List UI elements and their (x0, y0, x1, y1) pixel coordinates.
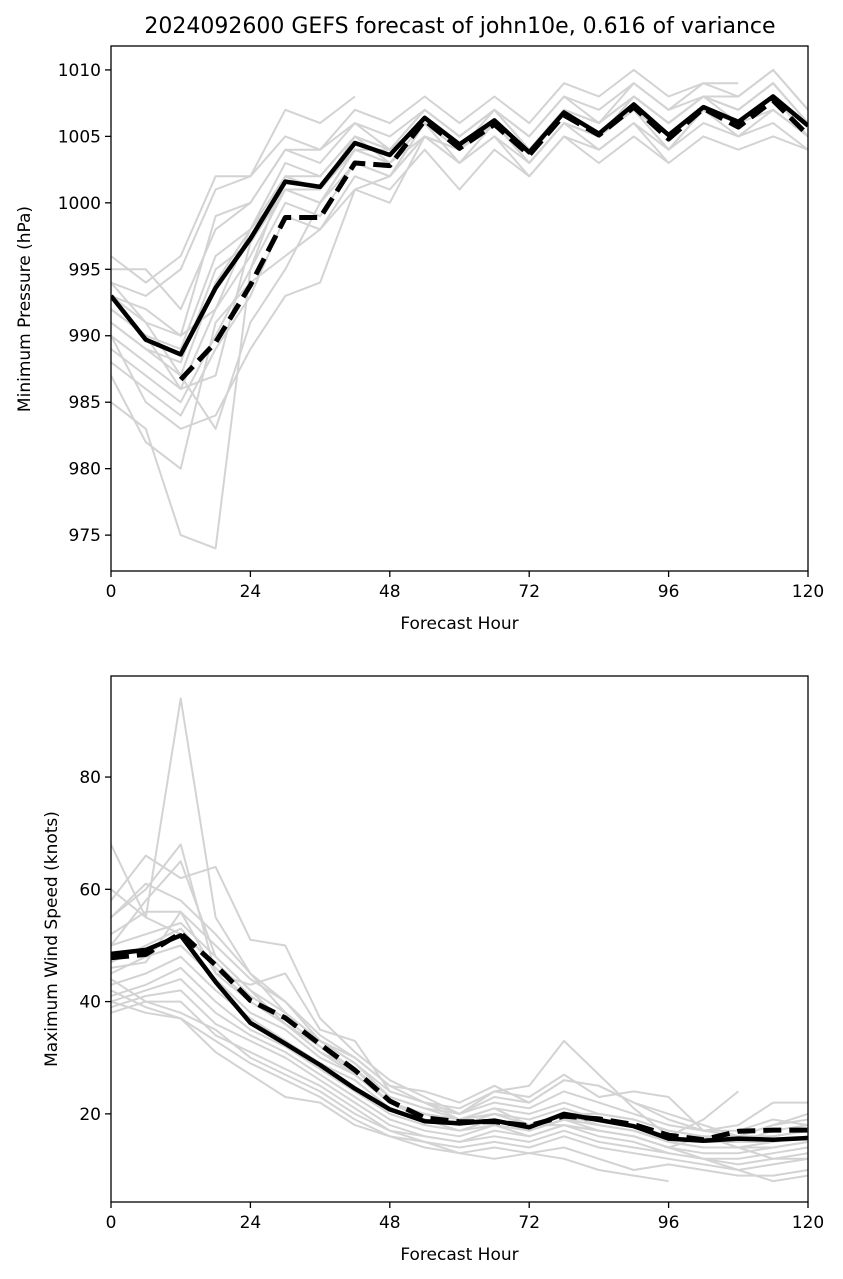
wind-x-tick-label: 96 (658, 1213, 680, 1233)
wind-ensemble-line-16 (111, 1000, 669, 1183)
wind-x-tick-label: 48 (379, 1213, 401, 1233)
pressure-y-tick-label: 990 (69, 327, 101, 347)
pressure-axes-frame (110, 45, 809, 572)
wind-ensemble-line-13 (111, 1000, 808, 1166)
pressure-y-axis-label: Minimum Pressure (hPa) (15, 206, 35, 412)
pressure-dashed-main-line (178, 98, 808, 382)
pressure-y-tick-label: 1005 (58, 127, 101, 147)
wind-ensemble-line-11 (111, 978, 808, 1155)
pressure-ensemble-line-3 (111, 68, 739, 311)
wind-x-tick-label: 120 (792, 1213, 824, 1233)
pressure-x-tick-label: 24 (240, 582, 262, 602)
wind-x-tick-label: 0 (106, 1213, 117, 1233)
pressure-x-tick-label: 48 (379, 582, 401, 602)
wind-axes-frame (110, 675, 809, 1203)
pressure-y-tick-label: 980 (69, 460, 101, 480)
wind-x-tick-label: 72 (518, 1213, 540, 1233)
pressure-ensemble-line-16 (111, 68, 808, 337)
pressure-y-tick-label: 1000 (58, 194, 101, 214)
wind-y-tick-label: 40 (79, 993, 101, 1013)
wind-panel: 0 24 48 72 96 120 20 40 60 80 Forecast Hour Maximum… (42, 675, 824, 1265)
wind-x-axis-label: Forecast Hour (400, 1245, 518, 1265)
wind-ensemble-line-17 (111, 910, 808, 1183)
pressure-x-axis-label: Forecast Hour (400, 614, 518, 634)
wind-ensemble-line-14 (111, 978, 808, 1171)
pressure-x-tick-label: 72 (518, 582, 540, 602)
pressure-y-tick-label: 995 (69, 260, 101, 280)
wind-dashed-main-line (111, 930, 808, 1143)
wind-y-axis-label: Maximum Wind Speed (knots) (42, 811, 62, 1067)
pressure-plot-area (111, 68, 808, 550)
wind-plot-area (111, 697, 808, 1183)
pressure-x-tick-label: 0 (106, 582, 117, 602)
wind-y-tick-label: 60 (79, 880, 101, 900)
pressure-ensemble-line-17 (111, 108, 808, 377)
pressure-y-tick-label: 975 (69, 526, 101, 546)
pressure-y-tick-label: 1010 (58, 61, 101, 81)
wind-x-tick-label: 24 (240, 1213, 262, 1233)
wind-y-tick-label: 20 (79, 1105, 101, 1125)
wind-y-tick-label: 80 (79, 768, 101, 788)
pressure-panel: 0 24 48 72 96 120 975 980 985 990 995 1000 1005 1010 F… (15, 45, 824, 634)
pressure-ensemble-line-2 (111, 95, 356, 284)
wind-ensemble-line-5 (111, 910, 808, 1138)
pressure-x-tick-label: 96 (658, 582, 680, 602)
pressure-x-tick-label: 120 (792, 582, 824, 602)
pressure-y-tick-label: 985 (69, 393, 101, 413)
chart-title: 2024092600 GEFS forecast of john10e, 0.6… (144, 14, 775, 39)
